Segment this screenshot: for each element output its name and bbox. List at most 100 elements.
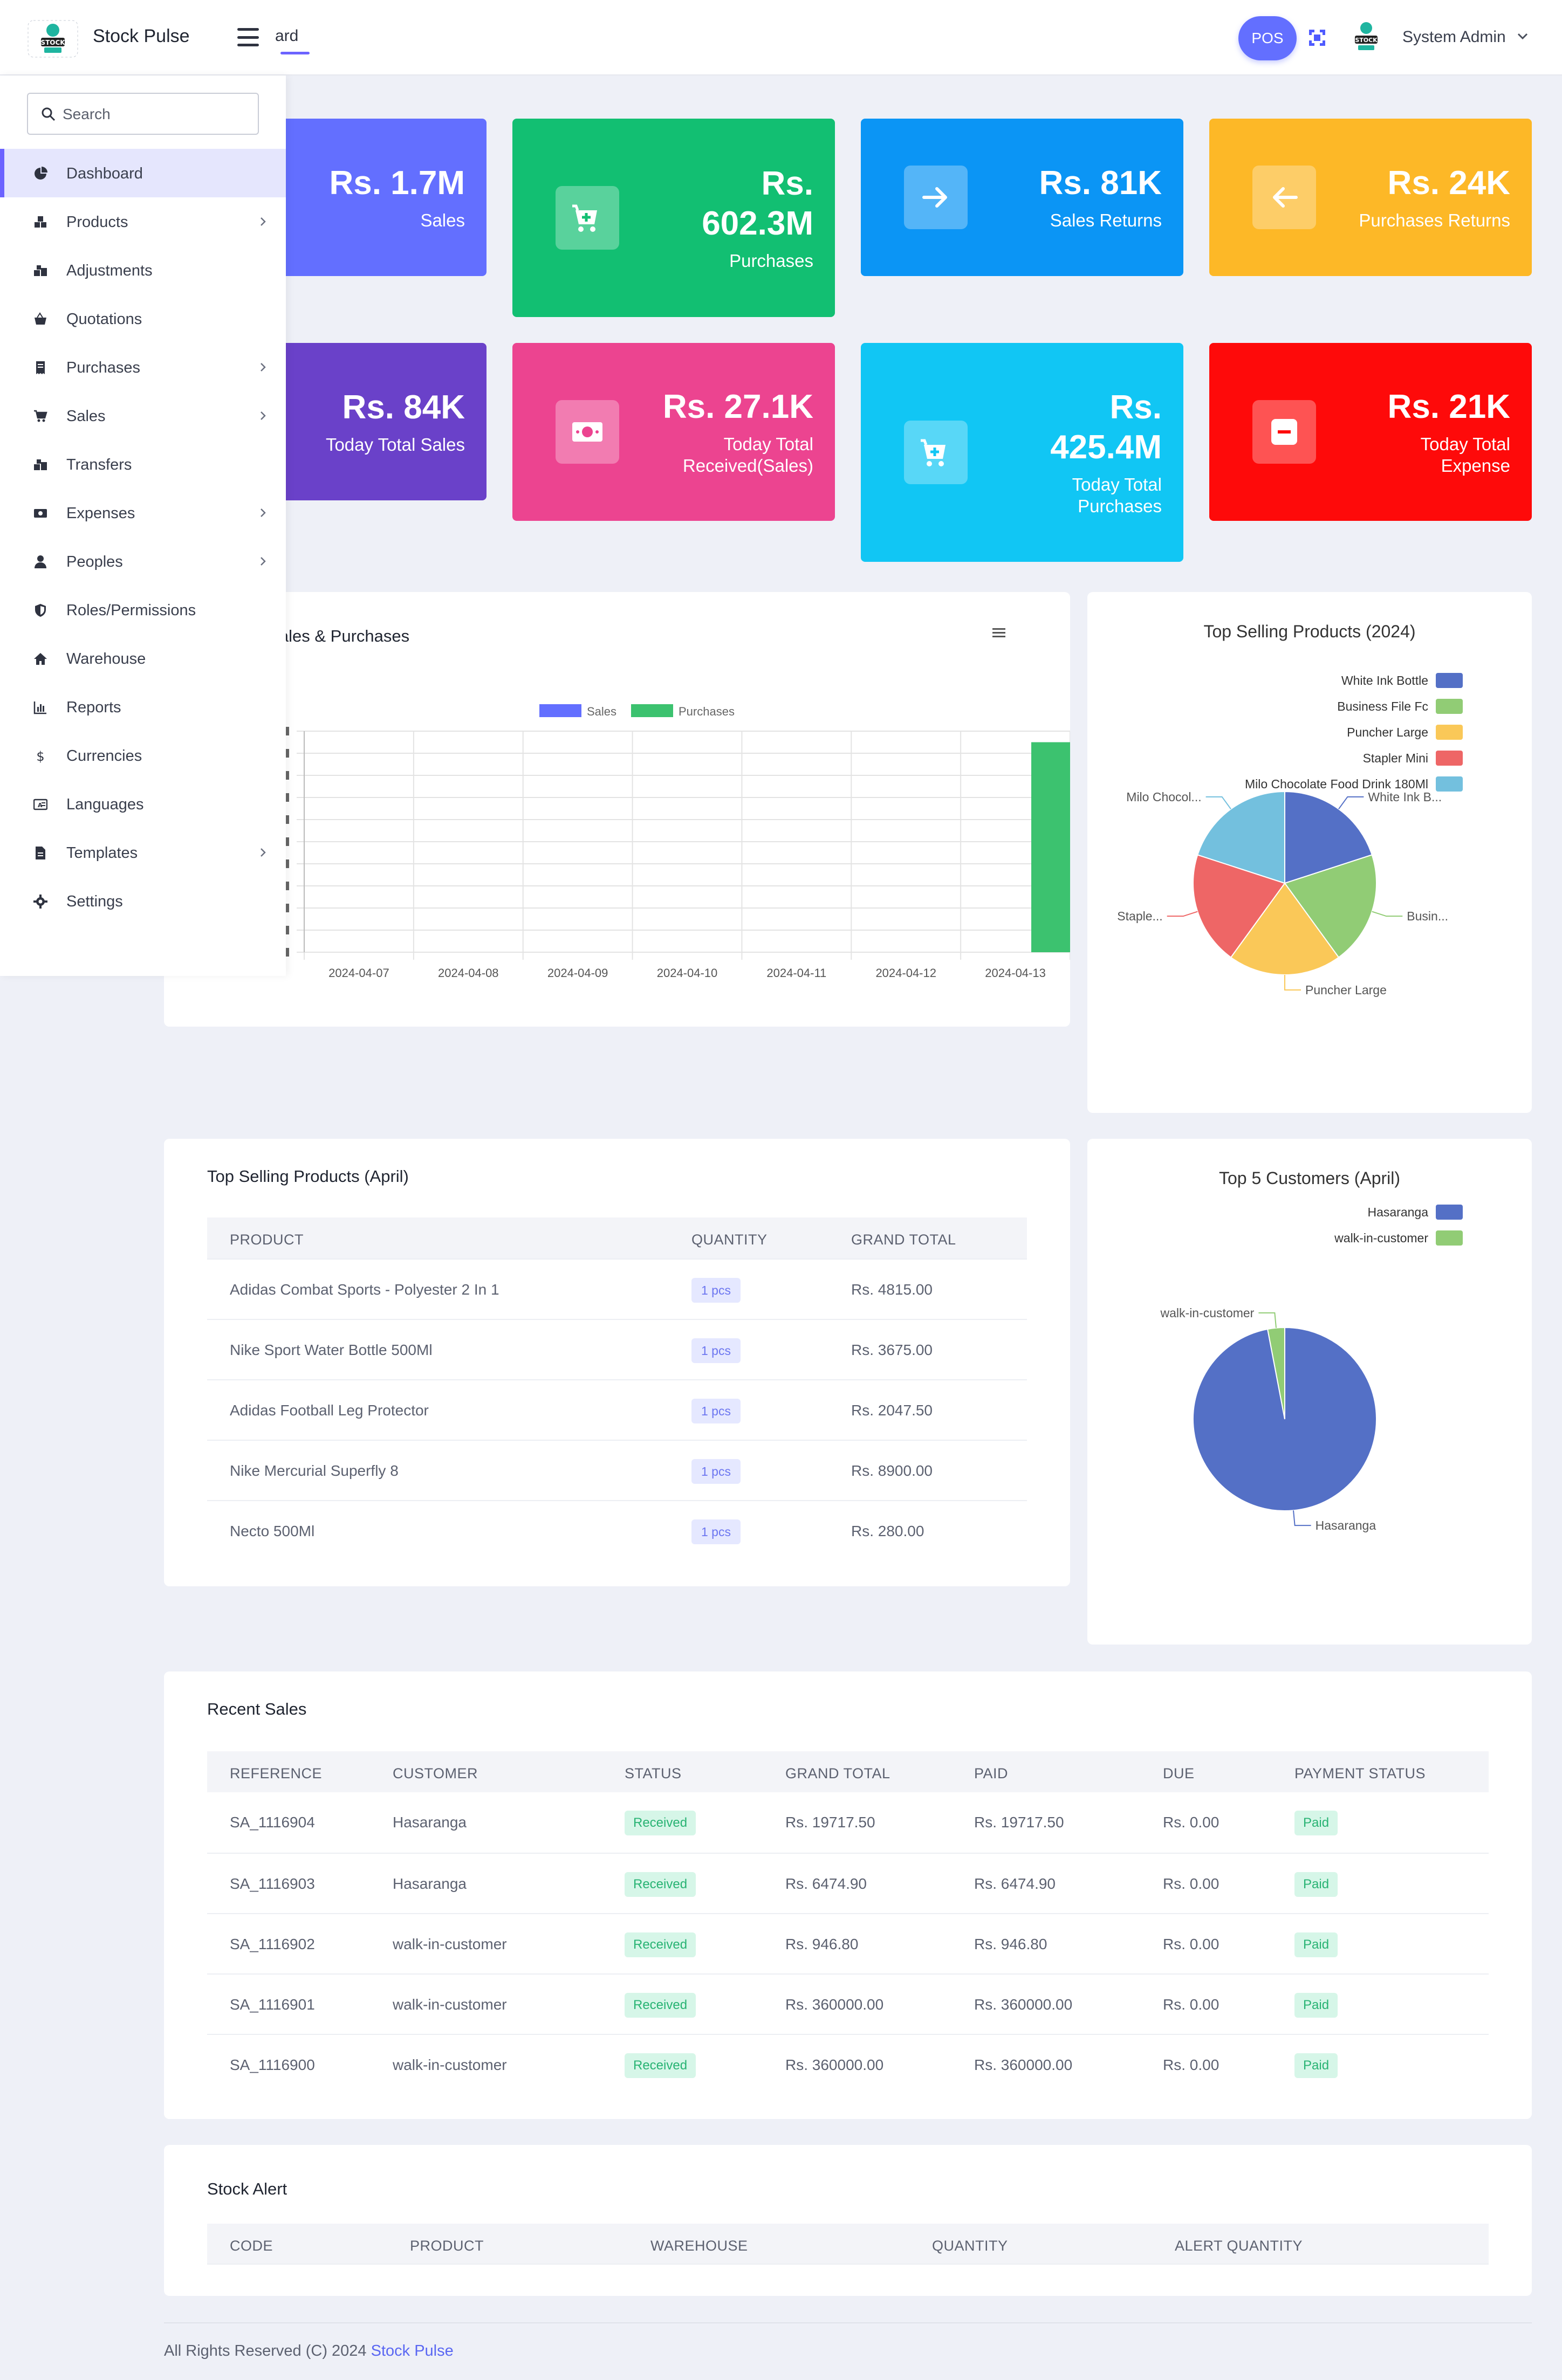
table-row[interactable]: SA_1116904 Hasaranga Received Rs. 19717.50 R… <box>207 1792 1489 1853</box>
stat-card-today-total-expense[interactable]: Rs. 21K Today Total Expense <box>1209 343 1532 521</box>
sidebar-item-label: Currencies <box>66 747 142 765</box>
legend-label[interactable]: Hasaranga <box>1367 1205 1428 1219</box>
sales-purchases-panel: : Sales & Purchases Sales Purchases 2024-0… <box>164 592 1070 1027</box>
top-customers-pie-panel: Top 5 Customers (April) Hasaranga walk-in-… <box>1087 1139 1532 1645</box>
table-row[interactable]: SA_1116900 walk-in-customer Received Rs. 36… <box>207 2034 1489 2094</box>
sale-reference[interactable]: SA_1116903 <box>230 1875 315 1892</box>
stat-card-sales-returns[interactable]: Rs. 81K Sales Returns <box>861 119 1183 276</box>
bar-purchases-2024-04-13[interactable] <box>1031 742 1070 953</box>
user-name[interactable]: System Admin <box>1402 28 1506 46</box>
sidebar-item-adjustments[interactable]: Adjustments <box>0 246 286 294</box>
footer-brand-link[interactable]: Stock Pulse <box>371 2342 454 2360</box>
column-header[interactable]: PRODUCT <box>410 2238 484 2254</box>
legend-label[interactable]: Business File Fc <box>1337 699 1428 713</box>
sidebar-item-peoples[interactable]: Peoples <box>0 537 286 586</box>
fullscreen-icon[interactable] <box>1307 28 1327 47</box>
sidebar-item-products[interactable]: Products <box>0 197 286 246</box>
column-header[interactable]: DUE <box>1163 1765 1195 1781</box>
sidebar-item-settings[interactable]: Settings <box>0 877 286 925</box>
column-header[interactable]: QUANTITY <box>932 2238 1008 2254</box>
legend-label[interactable]: Stapler Mini <box>1363 751 1428 765</box>
sidebar-item-reports[interactable]: Reports <box>0 683 286 731</box>
product-name: Adidas Combat Sports - Polyester 2 In 1 <box>230 1281 499 1298</box>
pie-slice[interactable] <box>1230 882 1340 975</box>
sidebar-item-roles-permissions[interactable]: Roles/Permissions <box>0 586 286 634</box>
column-header[interactable]: PAYMENT STATUS <box>1294 1765 1426 1781</box>
sidebar-item-languages[interactable]: A Languages <box>0 780 286 828</box>
sidebar-search[interactable] <box>27 93 259 135</box>
sidebar-item-templates[interactable]: Templates <box>0 828 286 877</box>
sidebar-item-transfers[interactable]: Transfers <box>0 440 286 489</box>
legend-swatch[interactable] <box>1436 673 1463 688</box>
x-tick-label: 2024-04-08 <box>438 966 499 980</box>
table-row[interactable]: SA_1116903 Hasaranga Received Rs. 6474.90 Rs… <box>207 1853 1489 1913</box>
table-row[interactable]: Nike Mercurial Superfly 8 1 pcs Rs. 8900.0… <box>207 1440 1027 1500</box>
legend-swatch-sales[interactable] <box>539 704 581 717</box>
legend-label[interactable]: walk-in-customer <box>1334 1231 1428 1245</box>
column-header[interactable]: PAID <box>974 1765 1009 1781</box>
status-badge: Received <box>625 1872 696 1897</box>
legend-swatch[interactable] <box>1436 776 1463 792</box>
breadcrumb[interactable]: ard <box>275 27 299 45</box>
column-header[interactable]: QUANTITY <box>691 1232 768 1248</box>
column-header[interactable]: PRODUCT <box>230 1232 304 1248</box>
column-header[interactable]: GRAND TOTAL <box>785 1765 890 1781</box>
pie-slice[interactable] <box>1193 1326 1377 1511</box>
pie-title: Top 5 Customers (April) <box>1219 1168 1400 1188</box>
recent-sales-table-header: REFERENCE CUSTOMER STATUS GRAND TOTAL PA… <box>207 1751 1489 1792</box>
sidebar-item-sales[interactable]: Sales <box>0 391 286 440</box>
legend-swatch[interactable] <box>1436 699 1463 714</box>
menu-toggle-icon[interactable] <box>237 28 259 46</box>
chevron-down-icon[interactable] <box>1516 29 1530 43</box>
sale-reference[interactable]: SA_1116902 <box>230 1936 315 1952</box>
sidebar-item-purchases[interactable]: Purchases <box>0 343 286 391</box>
search-input[interactable] <box>63 101 246 127</box>
stock-pulse-logo[interactable]: STOCK <box>26 18 80 59</box>
sidebar-item-quotations[interactable]: Quotations <box>0 294 286 343</box>
pie-title: Top Selling Products (2024) <box>1203 622 1415 641</box>
quantity-badge: 1 pcs <box>691 1459 741 1484</box>
legend-swatch[interactable] <box>1436 725 1463 740</box>
payment-status-badge: Paid <box>1294 1932 1338 1957</box>
column-header[interactable]: WAREHOUSE <box>650 2238 748 2254</box>
user-avatar[interactable]: STOCK <box>1347 18 1385 57</box>
table-row[interactable]: Necto 500Ml 1 pcs Rs. 280.00 <box>207 1500 1027 1560</box>
sidebar-item-warehouse[interactable]: Warehouse <box>0 634 286 683</box>
table-row[interactable]: Adidas Combat Sports - Polyester 2 In 1 1… <box>207 1258 1027 1319</box>
column-header[interactable]: CUSTOMER <box>393 1765 478 1781</box>
column-header[interactable]: CODE <box>230 2238 273 2254</box>
table-row[interactable]: SA_1116901 walk-in-customer Received Rs. 36… <box>207 1973 1489 2034</box>
sale-reference[interactable]: SA_1116900 <box>230 2056 315 2073</box>
column-header[interactable]: STATUS <box>625 1765 682 1781</box>
stat-card-purchases[interactable]: Rs. 602.3M Purchases <box>512 119 835 317</box>
legend-label[interactable]: Sales <box>587 705 616 718</box>
pos-button[interactable]: POS <box>1238 16 1297 60</box>
table-row[interactable]: SA_1116902 walk-in-customer Received Rs. 94… <box>207 1913 1489 1973</box>
legend-label[interactable]: Puncher Large <box>1347 725 1428 739</box>
column-header[interactable]: GRAND TOTAL <box>851 1232 956 1248</box>
stat-card-today-total-received-sales-[interactable]: Rs. 27.1K Today Total Received(Sales) <box>512 343 835 521</box>
legend-swatch[interactable] <box>1436 751 1463 766</box>
chart-menu-icon[interactable] <box>991 627 1006 639</box>
column-header[interactable]: ALERT QUANTITY <box>1175 2238 1303 2254</box>
legend-label[interactable]: White Ink Bottle <box>1341 673 1428 687</box>
sidebar-item-currencies[interactable]: $ Currencies <box>0 731 286 780</box>
legend-swatch[interactable] <box>1436 1230 1463 1246</box>
column-header[interactable]: REFERENCE <box>230 1765 323 1781</box>
stat-card-purchases-returns[interactable]: Rs. 24K Purchases Returns <box>1209 119 1532 276</box>
brand-name[interactable]: Stock Pulse <box>93 26 190 46</box>
chevron-right-icon <box>261 363 266 372</box>
search-icon <box>42 107 56 121</box>
y-tick-label <box>286 837 289 846</box>
table-row[interactable]: Nike Sport Water Bottle 500Ml 1 pcs Rs. 36… <box>207 1319 1027 1379</box>
legend-label[interactable]: Purchases <box>679 705 735 718</box>
table-row[interactable]: Adidas Football Leg Protector 1 pcs Rs. 20… <box>207 1379 1027 1440</box>
legend-swatch-purchases[interactable] <box>631 704 673 717</box>
stat-card-today-total-purchases[interactable]: Rs. 425.4M Today Total Purchases <box>861 343 1183 562</box>
legend-label[interactable]: Milo Chocolate Food Drink 180Ml <box>1245 777 1428 791</box>
sidebar-item-dashboard[interactable]: Dashboard <box>0 149 286 197</box>
sale-reference[interactable]: SA_1116904 <box>230 1814 315 1831</box>
sidebar-item-expenses[interactable]: Expenses <box>0 489 286 537</box>
legend-swatch[interactable] <box>1436 1205 1463 1220</box>
sale-reference[interactable]: SA_1116901 <box>230 1996 315 2013</box>
